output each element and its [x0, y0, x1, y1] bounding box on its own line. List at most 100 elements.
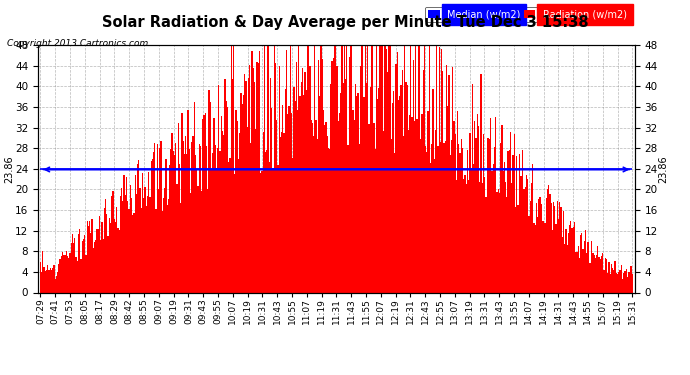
Bar [384, 45, 386, 292]
Bar [461, 140, 462, 292]
Bar [415, 45, 416, 292]
Bar [211, 170, 212, 292]
Bar [582, 249, 584, 292]
Bar [555, 224, 557, 292]
Text: Solar Radiation & Day Average per Minute Tue Dec 3 15:38: Solar Radiation & Day Average per Minute… [101, 15, 589, 30]
Bar [391, 139, 392, 292]
Bar [67, 256, 68, 292]
Bar [392, 103, 393, 292]
Bar [246, 127, 248, 292]
Bar [568, 233, 569, 292]
Bar [353, 120, 355, 292]
Bar [458, 144, 460, 292]
Bar [402, 70, 403, 292]
Bar [180, 203, 181, 292]
Bar [526, 175, 527, 292]
Bar [146, 206, 147, 292]
Bar [250, 143, 251, 292]
Bar [489, 139, 490, 292]
Bar [56, 276, 57, 292]
Bar [224, 80, 226, 292]
Bar [455, 134, 456, 292]
Bar [265, 152, 266, 292]
Bar [562, 237, 563, 292]
Bar [308, 45, 309, 292]
Bar [177, 123, 179, 292]
Bar [57, 272, 58, 292]
Bar [383, 131, 384, 292]
Bar [318, 60, 319, 292]
Bar [83, 238, 84, 292]
Bar [287, 114, 288, 292]
Bar [324, 125, 325, 292]
Bar [53, 265, 55, 292]
Bar [233, 45, 234, 292]
Bar [554, 206, 555, 292]
Bar [544, 224, 546, 292]
Bar [359, 66, 361, 292]
Bar [181, 113, 183, 292]
Bar [618, 272, 620, 292]
Bar [612, 268, 613, 292]
Bar [306, 90, 307, 292]
Bar [611, 264, 612, 292]
Bar [299, 96, 301, 292]
Bar [509, 150, 510, 292]
Bar [55, 279, 56, 292]
Bar [570, 221, 571, 292]
Bar [370, 87, 371, 292]
Bar [394, 153, 395, 292]
Bar [301, 82, 302, 292]
Bar [427, 111, 428, 292]
Bar [405, 82, 406, 292]
Bar [328, 148, 329, 292]
Bar [201, 191, 202, 292]
Bar [186, 154, 188, 292]
Bar [516, 156, 518, 292]
Bar [631, 266, 632, 292]
Bar [125, 195, 126, 292]
Bar [484, 177, 485, 292]
Bar [464, 175, 466, 292]
Bar [356, 96, 357, 292]
Bar [569, 225, 570, 292]
Bar [84, 235, 86, 292]
Bar [112, 191, 114, 292]
Bar [217, 148, 218, 292]
Bar [437, 146, 439, 292]
Bar [606, 260, 607, 292]
Bar [59, 259, 61, 292]
Bar [152, 159, 153, 292]
Bar [114, 219, 115, 292]
Bar [52, 268, 53, 292]
Bar [323, 110, 324, 292]
Bar [232, 79, 233, 292]
Bar [223, 135, 224, 292]
Bar [128, 210, 130, 292]
Bar [540, 197, 541, 292]
Bar [441, 49, 442, 292]
Bar [148, 172, 149, 292]
Bar [90, 233, 92, 292]
Bar [344, 46, 345, 292]
Bar [436, 45, 437, 292]
Bar [472, 84, 473, 292]
Bar [179, 164, 180, 292]
Bar [292, 159, 293, 292]
Bar [624, 271, 626, 292]
Bar [210, 102, 211, 292]
Bar [527, 179, 529, 292]
Bar [600, 259, 601, 292]
Bar [548, 185, 549, 292]
Bar [626, 268, 627, 292]
Bar [431, 144, 433, 292]
Bar [313, 136, 314, 292]
Bar [448, 75, 450, 292]
Bar [377, 99, 378, 292]
Bar [310, 120, 312, 292]
Bar [533, 223, 535, 292]
Bar [502, 171, 504, 292]
Bar [200, 146, 201, 292]
Bar [185, 136, 186, 292]
Bar [613, 270, 615, 292]
